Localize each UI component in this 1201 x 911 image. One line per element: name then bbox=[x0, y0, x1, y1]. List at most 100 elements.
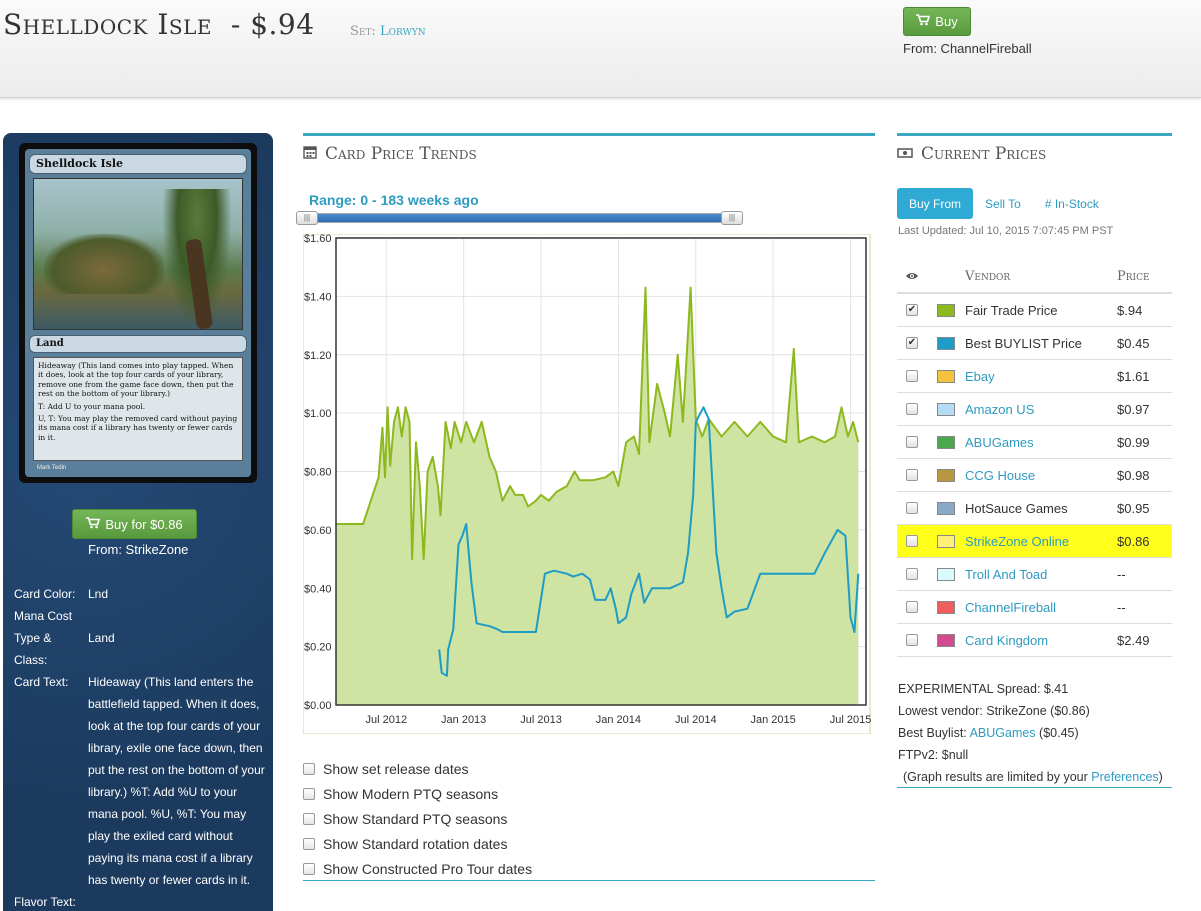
card-rules-line: T: Add U to your mana pool. bbox=[38, 401, 146, 411]
vendor-color-swatch bbox=[937, 336, 955, 350]
option-label: Show set release dates bbox=[323, 760, 469, 777]
checkbox[interactable] bbox=[303, 837, 315, 850]
price-column-header: Price bbox=[1117, 268, 1150, 284]
vendor-name[interactable]: CCG House bbox=[965, 467, 1036, 483]
set-info: Set: Lorwyn bbox=[350, 24, 426, 39]
vendor-price: $0.97 bbox=[1117, 401, 1150, 417]
vendor-visibility-checkbox[interactable] bbox=[906, 370, 918, 382]
vendor-name[interactable]: Amazon US bbox=[965, 401, 1035, 417]
vendor-visibility-checkbox[interactable] bbox=[906, 568, 918, 580]
vendor-name[interactable]: Ebay bbox=[965, 368, 995, 384]
vendor-name[interactable]: StrikeZone Online bbox=[965, 533, 1070, 549]
buy-for-button[interactable]: Buy for $0.86 bbox=[72, 509, 197, 539]
detail-value: Lnd bbox=[88, 587, 109, 601]
vendor-price: $0.98 bbox=[1117, 467, 1150, 483]
checkbox[interactable] bbox=[303, 812, 315, 825]
option-pro-tour[interactable]: Show Constructed Pro Tour dates bbox=[303, 856, 532, 881]
card-image: Shelldock Isle Land Hideaway (This land … bbox=[19, 143, 257, 483]
x-tick-label: Jan 2013 bbox=[441, 714, 486, 726]
vendor-column-header: Vendor bbox=[965, 268, 1011, 284]
vendor-visibility-checkbox[interactable] bbox=[906, 469, 918, 481]
detail-row: Card Text: Hideaway (This land enters th… bbox=[14, 671, 269, 891]
tab-buy-from[interactable]: Buy From bbox=[897, 188, 974, 219]
vendor-visibility-checkbox[interactable] bbox=[906, 502, 918, 514]
option-label: Show Modern PTQ seasons bbox=[323, 785, 499, 802]
vendor-color-swatch bbox=[937, 468, 955, 482]
checkbox[interactable] bbox=[303, 762, 315, 775]
detail-row: Type & Class: Land bbox=[14, 627, 269, 671]
vendor-row: Amazon US $0.97 bbox=[897, 393, 1172, 426]
vendor-row: ChannelFireball -- bbox=[897, 591, 1172, 624]
buy-from-text: From: ChannelFireball bbox=[903, 41, 1032, 56]
price-table: Vendor Price ✔ Fair Trade Price $.94 ✔ Best … bbox=[897, 260, 1172, 657]
range-label: Range: 0 - 183 weeks ago bbox=[309, 192, 479, 208]
vendor-color-swatch bbox=[937, 600, 955, 614]
buy-button[interactable]: Buy bbox=[903, 7, 971, 36]
vendor-name: Best BUYLIST Price bbox=[965, 335, 1082, 351]
detail-key: Flavor Text: bbox=[14, 895, 76, 909]
set-link[interactable]: Lorwyn bbox=[380, 24, 426, 39]
vendor-visibility-checkbox[interactable] bbox=[906, 535, 918, 547]
vendor-price: -- bbox=[1117, 599, 1126, 615]
prices-heading: Current Prices bbox=[897, 144, 1046, 164]
vendor-color-swatch bbox=[937, 369, 955, 383]
range-slider-start-handle[interactable]: ||| bbox=[296, 211, 318, 225]
detail-row: Card Color: Lnd bbox=[14, 583, 269, 605]
vendor-name[interactable]: Card Kingdom bbox=[965, 632, 1049, 648]
best-buylist-text: Best Buylist: ABUGames ($0.45) bbox=[898, 722, 1163, 744]
detail-key: Type & Class: bbox=[14, 631, 52, 667]
checkbox[interactable] bbox=[303, 787, 315, 800]
option-standard-rotation[interactable]: Show Standard rotation dates bbox=[303, 831, 532, 856]
vendor-row: HotSauce Games $0.95 bbox=[897, 492, 1172, 525]
vendor-visibility-checkbox[interactable] bbox=[906, 403, 918, 415]
vendor-row: Ebay $1.61 bbox=[897, 360, 1172, 393]
vendor-visibility-checkbox[interactable] bbox=[906, 601, 918, 613]
vendor-visibility-checkbox[interactable] bbox=[906, 436, 918, 448]
vendor-color-swatch bbox=[937, 435, 955, 449]
card-image-text: Hideaway (This land comes into play tapp… bbox=[33, 357, 243, 461]
prices-title: Current Prices bbox=[921, 144, 1047, 164]
series-area-0 bbox=[336, 287, 859, 705]
tab-sell-to[interactable]: Sell To bbox=[985, 196, 1021, 211]
range-slider[interactable] bbox=[300, 213, 740, 223]
option-set-release[interactable]: Show set release dates bbox=[303, 756, 532, 781]
eye-icon bbox=[897, 271, 927, 281]
vendor-row: CCG House $0.98 bbox=[897, 459, 1172, 492]
vendor-color-swatch bbox=[937, 633, 955, 647]
detail-key: Mana Cost bbox=[14, 609, 73, 623]
y-tick-label: $0.00 bbox=[304, 700, 332, 712]
y-tick-label: $1.60 bbox=[304, 234, 332, 245]
detail-row: Mana Cost bbox=[14, 605, 269, 627]
card-image-type: Land bbox=[29, 335, 247, 353]
card-name-title: Shelldock Isle bbox=[3, 8, 213, 41]
preferences-link[interactable]: Preferences bbox=[1091, 770, 1159, 784]
y-tick-label: $1.20 bbox=[304, 350, 332, 362]
vendor-row: StrikeZone Online $0.86 bbox=[897, 525, 1172, 558]
vendor-row: Card Kingdom $2.49 bbox=[897, 624, 1172, 657]
x-tick-label: Jan 2015 bbox=[751, 714, 796, 726]
last-updated: Last Updated: Jul 10, 2015 7:07:45 PM PS… bbox=[898, 225, 1114, 237]
x-tick-label: Jul 2012 bbox=[365, 714, 407, 726]
vendor-name[interactable]: ABUGames bbox=[965, 434, 1034, 450]
card-artist: Mark Tedin bbox=[37, 465, 67, 471]
lowest-vendor-text: Lowest vendor: StrikeZone ($0.86) bbox=[898, 704, 1090, 718]
vendor-visibility-checkbox[interactable]: ✔ bbox=[906, 304, 918, 316]
vendor-name[interactable]: ChannelFireball bbox=[965, 599, 1057, 615]
vendor-color-swatch bbox=[937, 501, 955, 515]
option-modern-ptq[interactable]: Show Modern PTQ seasons bbox=[303, 781, 532, 806]
vendor-name[interactable]: Troll And Toad bbox=[965, 566, 1048, 582]
vendor-visibility-checkbox[interactable]: ✔ bbox=[906, 337, 918, 349]
range-slider-end-handle[interactable]: ||| bbox=[721, 211, 743, 225]
series-line-0 bbox=[336, 286, 860, 561]
vendor-price: -- bbox=[1117, 566, 1126, 582]
detail-value: Land bbox=[88, 631, 115, 645]
checkbox[interactable] bbox=[303, 862, 315, 875]
vendor-visibility-checkbox[interactable] bbox=[906, 634, 918, 646]
cart-icon bbox=[916, 14, 931, 29]
series-line-1 bbox=[438, 406, 860, 677]
option-standard-ptq[interactable]: Show Standard PTQ seasons bbox=[303, 806, 532, 831]
tab-in-stock[interactable]: # In-Stock bbox=[1044, 196, 1099, 211]
best-buylist-vendor-link[interactable]: ABUGames bbox=[969, 726, 1036, 740]
card-rules-line: Hideaway (This land comes into play tapp… bbox=[38, 361, 234, 399]
card-sidebar: Shelldock Isle Land Hideaway (This land … bbox=[3, 133, 273, 911]
